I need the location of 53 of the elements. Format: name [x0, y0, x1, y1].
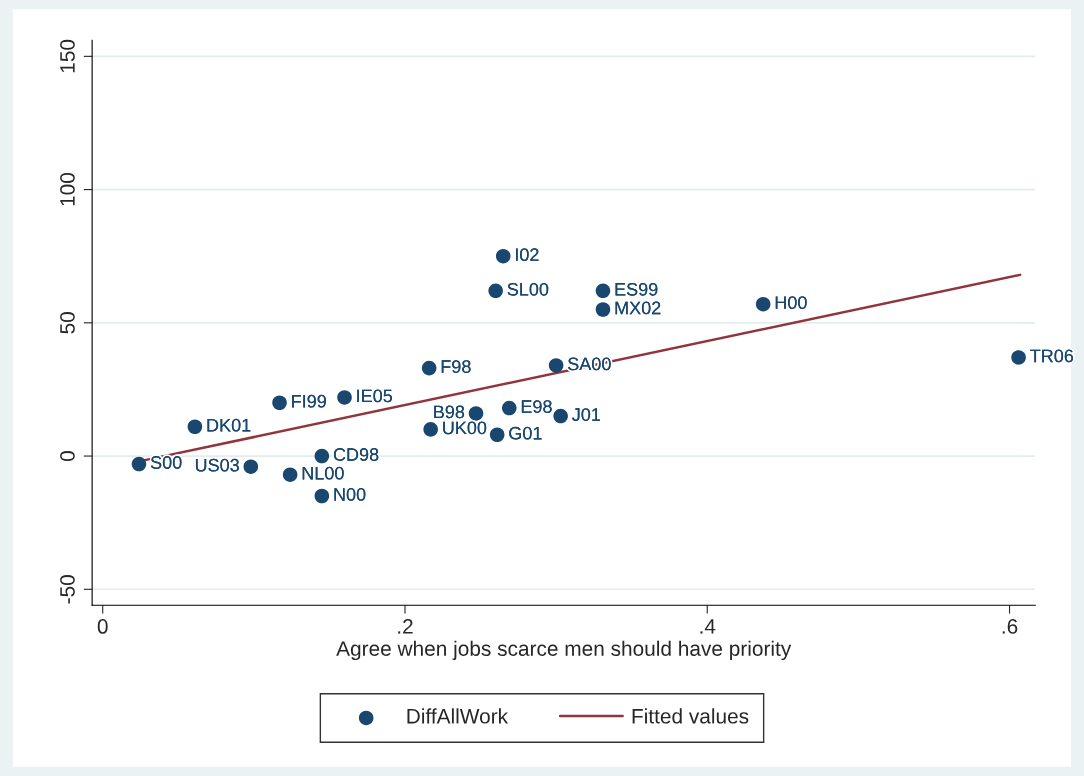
point — [501, 400, 517, 416]
point — [423, 422, 438, 437]
annotation: G01 — [509, 426, 542, 440]
annotation: J01 — [572, 408, 600, 421]
point — [548, 358, 564, 373]
point — [314, 448, 330, 464]
annotation: NL00 — [302, 466, 344, 480]
y-tick-label: 100 — [60, 173, 75, 206]
annotation: S00 — [150, 456, 182, 469]
point — [187, 419, 203, 435]
point — [314, 488, 330, 504]
point — [282, 467, 298, 482]
y-tick-label: 50 — [60, 312, 75, 334]
annotation: H00 — [775, 296, 807, 310]
point — [595, 302, 611, 317]
annotation: E98 — [521, 400, 552, 413]
legend-label: DiffAllWork — [407, 708, 509, 724]
annotation: US03 — [195, 458, 239, 472]
point — [489, 427, 505, 443]
y-tick-label: 0 — [60, 451, 75, 462]
annotation: F98 — [441, 360, 471, 373]
annotation: FI99 — [292, 394, 326, 408]
annotation: N00 — [334, 488, 366, 501]
point — [495, 248, 511, 264]
point — [421, 360, 437, 376]
annotation: CD98 — [333, 448, 379, 461]
point — [272, 395, 287, 411]
x-tick-label: .2 — [398, 619, 413, 634]
point — [755, 296, 771, 312]
annotation: SL00 — [507, 282, 549, 296]
point — [553, 408, 568, 424]
point — [337, 390, 352, 405]
point — [488, 283, 503, 299]
annotation: B98 — [434, 405, 465, 419]
annotation: UK00 — [443, 421, 487, 435]
point — [131, 456, 147, 472]
point — [595, 283, 611, 299]
point — [243, 459, 259, 474]
y-tick-label: 150 — [60, 39, 75, 73]
annotation: IE05 — [357, 389, 393, 403]
x-tick-label: .6 — [1002, 619, 1018, 634]
x-axis-title: Agree when jobs scarce men should have priority — [336, 640, 792, 661]
y-tick-label: -50 — [60, 575, 75, 604]
annotation: DK01 — [207, 418, 251, 432]
legend-label: Fitted values — [632, 708, 749, 724]
annotation: MX02 — [615, 301, 661, 315]
annotation: ES99 — [615, 282, 658, 296]
x-tick-label: 0 — [97, 619, 108, 634]
point — [468, 406, 484, 421]
point — [1011, 350, 1026, 365]
annotation: TR06 — [1030, 349, 1074, 363]
x-tick-label: .4 — [700, 619, 716, 634]
annotation: I02 — [516, 248, 539, 262]
